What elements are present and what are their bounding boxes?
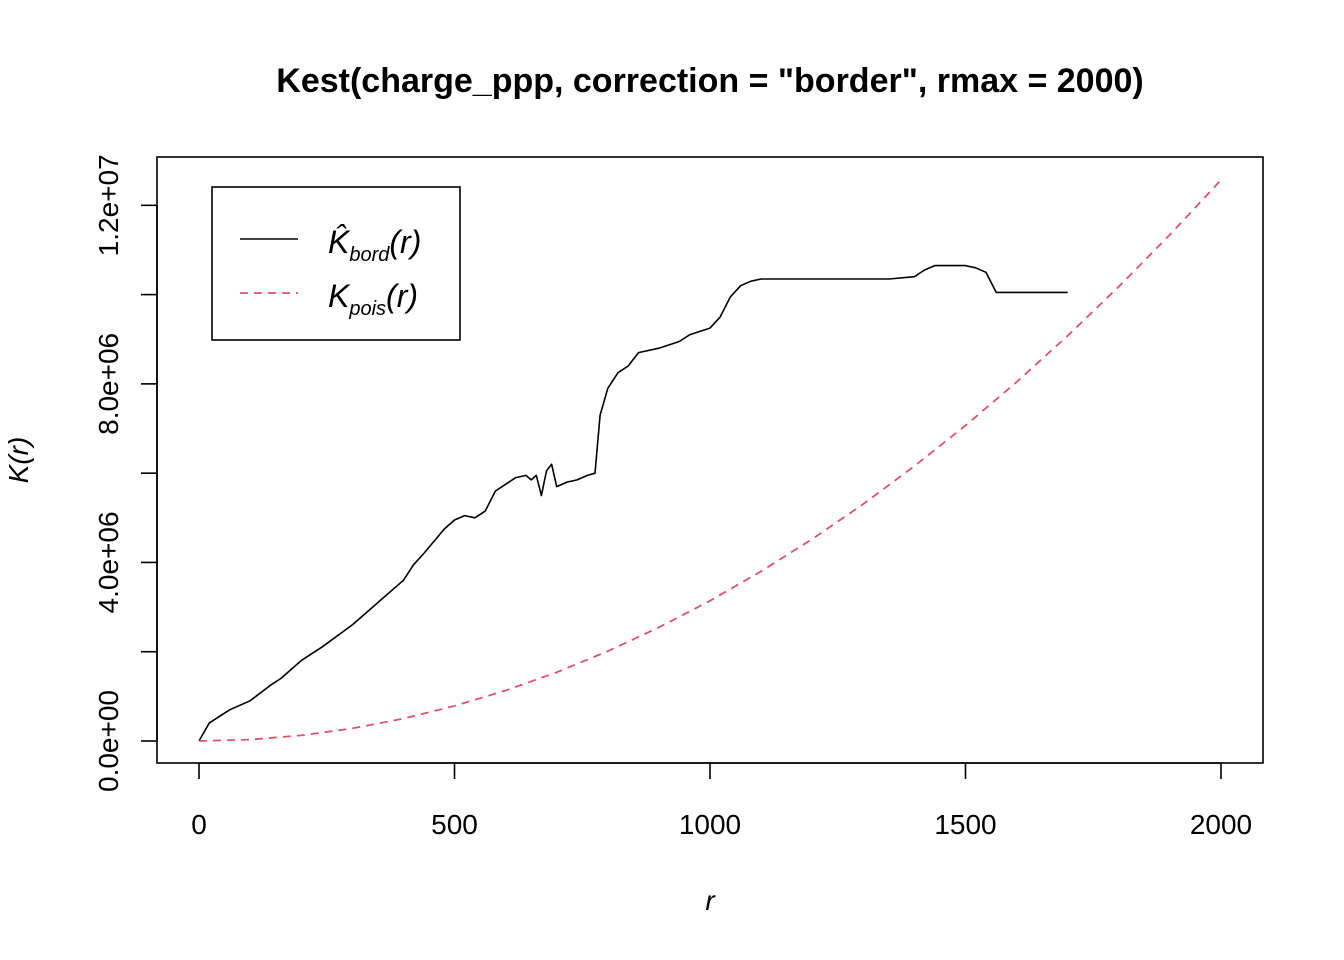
x-tick-label: 0 xyxy=(191,809,207,840)
y-axis: 0.0e+00 4.0e+06 8.0e+06 1.2e+07 xyxy=(93,154,158,792)
series-line-1 xyxy=(198,179,1222,742)
x-tick-label: 2000 xyxy=(1190,809,1252,840)
x-axis-label: r xyxy=(705,885,716,916)
y-axis-label: K(r) xyxy=(3,437,34,484)
x-tick-label: 1000 xyxy=(679,809,741,840)
legend-box xyxy=(211,186,461,341)
x-tick-label: 500 xyxy=(431,809,478,840)
series-line-0 xyxy=(198,264,1068,742)
legend: K̂bord(r) Kpois(r) xyxy=(211,186,461,341)
y-tick-label: 1.2e+07 xyxy=(93,154,124,256)
series-layer xyxy=(198,179,1222,742)
chart-title: Kest(charge_ppp, correction = "border", … xyxy=(276,62,1143,100)
y-tick-label: 0.0e+00 xyxy=(93,690,124,792)
y-tick-label: 8.0e+06 xyxy=(93,333,124,435)
legend-label-0: K̂bord(r) xyxy=(328,224,421,266)
x-tick-label: 1500 xyxy=(934,809,996,840)
legend-label-1: Kpois(r) xyxy=(328,278,418,320)
x-axis: 0 500 1000 1500 2000 xyxy=(191,762,1252,840)
y-tick-label: 4.0e+06 xyxy=(93,511,124,613)
